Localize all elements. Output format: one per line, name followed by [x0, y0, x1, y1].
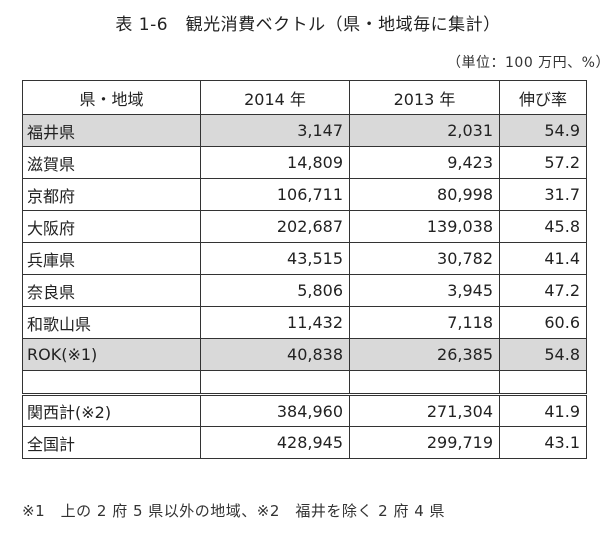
table-row: 和歌山県 11,432 7,118 60.6 — [22, 306, 587, 339]
total-row: 全国計 428,945 299,719 43.1 — [22, 426, 587, 459]
cell-growth: 45.8 — [499, 210, 587, 243]
cell-region: 奈良県 — [22, 274, 201, 307]
table-row: 滋賀県 14,809 9,423 57.2 — [22, 146, 587, 179]
cell-growth: 54.9 — [499, 114, 587, 147]
cell-growth: 31.7 — [499, 178, 587, 211]
table-header: 県・地域 2014 年 2013 年 伸び率 — [22, 80, 587, 115]
cell-2013: 9,423 — [349, 146, 500, 179]
cell-2014: 40,838 — [200, 338, 350, 371]
cell-2014: 3,147 — [200, 114, 350, 147]
cell-2014: 202,687 — [200, 210, 350, 243]
header-region: 県・地域 — [22, 80, 201, 115]
cell-region: 滋賀県 — [22, 146, 201, 179]
total-row: 関西計(※2) 384,960 271,304 41.9 — [22, 393, 587, 427]
cell-region: 福井県 — [22, 114, 201, 147]
cell-growth: 41.4 — [499, 242, 587, 275]
cell-2014: 43,515 — [200, 242, 350, 275]
table-row: 京都府 106,711 80,998 31.7 — [22, 178, 587, 211]
unit-note: （単位：100 万円、%） — [447, 55, 610, 71]
cell-2014: 11,432 — [200, 306, 350, 339]
cell-2013: 271,304 — [349, 393, 500, 427]
cell-2013: 2,031 — [349, 114, 500, 147]
cell-growth: 47.2 — [499, 274, 587, 307]
blank-cell — [22, 370, 201, 395]
cell-2014: 106,711 — [200, 178, 350, 211]
cell-region: 京都府 — [22, 178, 201, 211]
cell-region: 兵庫県 — [22, 242, 201, 275]
cell-region: ROK(※1) — [22, 338, 201, 371]
cell-region: 関西計(※2) — [22, 393, 201, 427]
cell-region: 大阪府 — [22, 210, 201, 243]
blank-row — [22, 370, 587, 395]
cell-growth: 54.8 — [499, 338, 587, 371]
table-row: 兵庫県 43,515 30,782 41.4 — [22, 242, 587, 275]
cell-2013: 7,118 — [349, 306, 500, 339]
page-title: 表 1-6 観光消費ベクトル（県・地域毎に集計） — [115, 15, 501, 35]
blank-cell — [499, 370, 587, 395]
footnote: ※1 上の 2 府 5 県以外の地域、※2 福井を除く 2 府 4 県 — [22, 502, 446, 520]
cell-growth: 57.2 — [499, 146, 587, 179]
cell-2013: 299,719 — [349, 426, 500, 459]
table-row: 大阪府 202,687 139,038 45.8 — [22, 210, 587, 243]
cell-growth: 43.1 — [499, 426, 587, 459]
cell-region: 全国計 — [22, 426, 201, 459]
tourism-consumption-table: 県・地域 2014 年 2013 年 伸び率 福井県 3,147 2,031 5… — [22, 80, 587, 459]
table-row: 奈良県 5,806 3,945 47.2 — [22, 274, 587, 307]
cell-2014: 384,960 — [200, 393, 350, 427]
cell-2014: 428,945 — [200, 426, 350, 459]
cell-2014: 14,809 — [200, 146, 350, 179]
cell-2013: 80,998 — [349, 178, 500, 211]
cell-2013: 3,945 — [349, 274, 500, 307]
cell-growth: 41.9 — [499, 393, 587, 427]
cell-2013: 139,038 — [349, 210, 500, 243]
blank-cell — [349, 370, 500, 395]
header-2014: 2014 年 — [200, 80, 350, 115]
table-row: 福井県 3,147 2,031 54.9 — [22, 114, 587, 147]
cell-2014: 5,806 — [200, 274, 350, 307]
table-row: ROK(※1) 40,838 26,385 54.8 — [22, 338, 587, 371]
header-growth: 伸び率 — [499, 80, 587, 115]
table-body: 福井県 3,147 2,031 54.9 滋賀県 14,809 9,423 57… — [22, 114, 587, 459]
cell-growth: 60.6 — [499, 306, 587, 339]
cell-2013: 26,385 — [349, 338, 500, 371]
header-row: 県・地域 2014 年 2013 年 伸び率 — [22, 80, 587, 115]
header-2013: 2013 年 — [349, 80, 500, 115]
cell-region: 和歌山県 — [22, 306, 201, 339]
blank-cell — [200, 370, 350, 395]
cell-2013: 30,782 — [349, 242, 500, 275]
